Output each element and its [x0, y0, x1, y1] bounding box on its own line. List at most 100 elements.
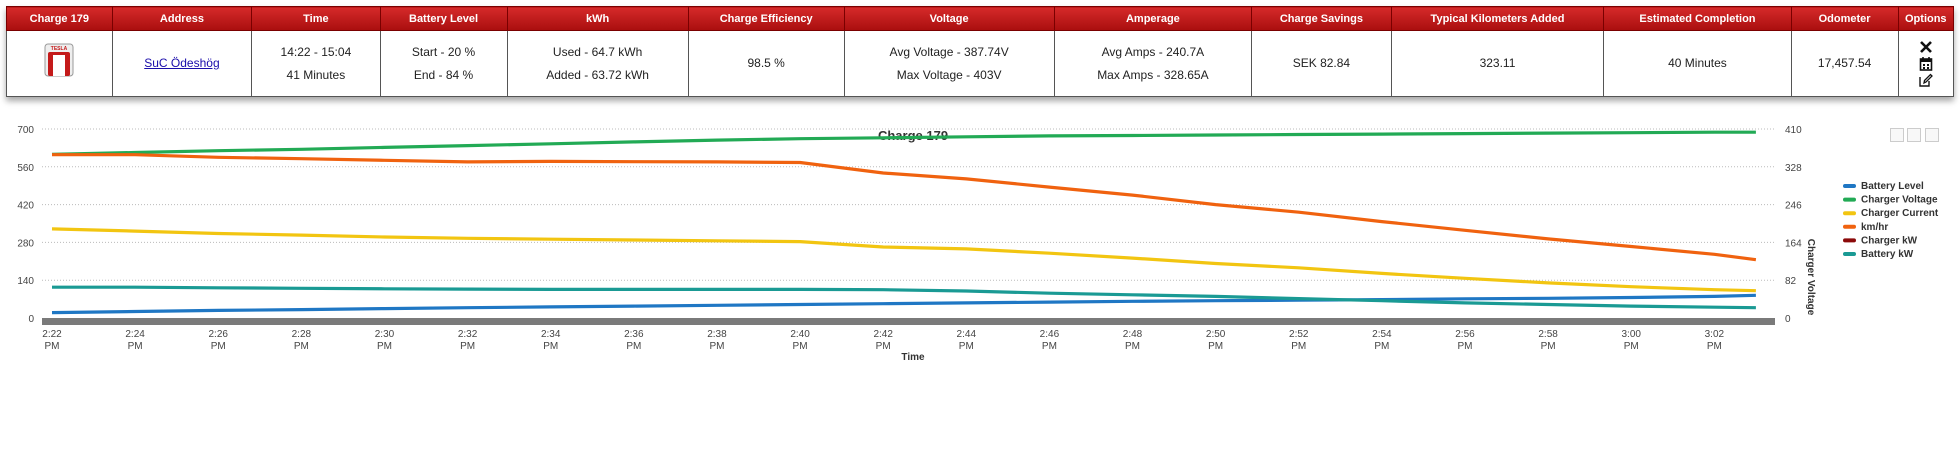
completion-value: 40 Minutes — [1603, 30, 1792, 97]
series-line-battery-level[interactable] — [51, 293, 1756, 315]
battery-start: Start - 20 % — [411, 44, 476, 59]
zoom-in-button[interactable] — [1890, 128, 1904, 142]
series-line-charger-voltage[interactable] — [51, 130, 1756, 156]
x-tick-label: 2:44 — [957, 329, 977, 340]
x-tick-label: PM — [294, 341, 309, 352]
charge-chart: Charge 179 0 140 280 420 560 700 0 82 164 246 328 4… — [0, 122, 1960, 465]
x-tick-label: 2:32 — [458, 329, 478, 340]
odometer-value: 17,457.54 — [1790, 30, 1899, 97]
address-link[interactable]: SuC Ödeshög — [144, 56, 220, 70]
tesla-logo-text: TESLA — [51, 46, 68, 52]
x-tick-label: 2:22 — [42, 329, 62, 340]
voltage-cell: Avg Voltage - 387.74V Max Voltage - 403V — [843, 30, 1055, 97]
save-image-button[interactable] — [1925, 128, 1939, 142]
left-tick-label: 140 — [17, 276, 34, 287]
chart-canvas: Charge 179 0 140 280 420 560 700 0 82 164 246 328 4… — [17, 125, 1939, 363]
column-header: Address — [111, 6, 253, 31]
x-tick-label: PM — [709, 341, 724, 352]
max-amps: Max Amps - 328.65A — [1097, 67, 1209, 82]
legend-swatch — [1843, 224, 1856, 229]
column-header: kWh — [506, 6, 689, 31]
x-tick-label: PM — [543, 341, 558, 352]
avg-voltage: Avg Voltage - 387.74V — [889, 44, 1009, 59]
table-row: TESLA SuC Ödeshög 14:22 - 15:04 41 Minute… — [6, 30, 1955, 97]
x-tick-label: PM — [460, 341, 475, 352]
x-tick-label: 2:40 — [790, 329, 810, 340]
right-tick-label: 328 — [1785, 163, 1802, 174]
x-tick-label: 2:54 — [1372, 329, 1392, 340]
max-voltage: Max Voltage - 403V — [896, 67, 1002, 82]
legend-swatch — [1843, 184, 1856, 188]
legend-swatch — [1843, 238, 1856, 243]
chart-grid — [42, 128, 1775, 281]
legend-swatch — [1843, 252, 1856, 256]
chart-series — [51, 130, 1757, 315]
efficiency-value: 98.5 % — [687, 30, 845, 97]
left-tick-label: 0 — [28, 314, 34, 325]
kwh-used: Used - 64.7 kWh — [552, 44, 643, 59]
legend-swatch — [1843, 211, 1856, 216]
left-tick-label: 700 — [17, 125, 34, 136]
battery-cell: Start - 20 % End - 84 % — [379, 30, 508, 97]
x-tick-label: PM — [377, 341, 392, 352]
column-header: Charge Savings — [1251, 6, 1392, 31]
km-added-value: 323.11 — [1390, 30, 1605, 97]
column-header: Time — [251, 6, 381, 31]
right-tick-label: 410 — [1785, 125, 1802, 136]
x-tick-label: 2:34 — [541, 329, 561, 340]
column-header: Charge Efficiency — [687, 6, 845, 31]
x-tick-label: PM — [211, 341, 226, 352]
left-tick-label: 420 — [17, 201, 34, 212]
calendar-icon[interactable] — [1919, 56, 1933, 71]
x-tick-label: 2:36 — [624, 329, 644, 340]
right-tick-label: 82 — [1785, 276, 1797, 287]
x-tick-label: 2:48 — [1123, 329, 1143, 340]
left-tick-label: 280 — [17, 238, 34, 249]
charge-duration: 41 Minutes — [286, 67, 346, 82]
x-tick-label: PM — [45, 341, 60, 352]
x-tick-label: 2:30 — [375, 329, 395, 340]
x-tick-label: PM — [1374, 341, 1389, 352]
address-cell: SuC Ödeshög — [111, 30, 253, 97]
close-icon[interactable] — [1919, 40, 1933, 54]
reset-zoom-button[interactable] — [1907, 128, 1921, 142]
left-tick-label: 560 — [17, 163, 34, 174]
right-tick-label: 164 — [1785, 238, 1802, 249]
legend-item[interactable]: km/hr — [1861, 222, 1888, 233]
right-tick-label: 246 — [1785, 201, 1802, 212]
legend-item[interactable]: Charger kW — [1861, 235, 1918, 246]
x-tick-label: 2:56 — [1455, 329, 1475, 340]
x-tick-label: 2:52 — [1289, 329, 1309, 340]
series-line-battery-kw[interactable] — [52, 285, 1756, 310]
legend-item[interactable]: Battery kW — [1861, 249, 1914, 260]
legend-item[interactable]: Charger Current — [1861, 208, 1939, 219]
chart-title: Charge 179 — [878, 128, 948, 143]
battery-end: End - 84 % — [413, 67, 474, 82]
column-header: Options — [1897, 6, 1955, 31]
x-tick-label: PM — [1125, 341, 1140, 352]
x-tick-label: 3:00 — [1621, 329, 1641, 340]
range-bar[interactable] — [42, 318, 1775, 325]
right-tick-label: 0 — [1785, 314, 1791, 325]
series-line-km-hr[interactable] — [52, 153, 1757, 262]
x-tick-label: 2:58 — [1538, 329, 1558, 340]
x-tick-label: PM — [1208, 341, 1223, 352]
legend-swatch — [1843, 197, 1856, 202]
time-cell: 14:22 - 15:04 41 Minutes — [251, 30, 381, 97]
x-tick-label: 2:24 — [125, 329, 145, 340]
legend-item[interactable]: Charger Voltage — [1861, 195, 1938, 206]
x-tick-label: PM — [626, 341, 641, 352]
x-tick-label: PM — [793, 341, 808, 352]
edit-icon[interactable] — [1918, 73, 1934, 88]
avg-amps: Avg Amps - 240.7A — [1101, 44, 1205, 59]
options-cell — [1897, 30, 1955, 97]
x-tick-label: PM — [1291, 341, 1306, 352]
column-header: Estimated Completion — [1603, 6, 1792, 31]
column-header: Typical Kilometers Added — [1390, 6, 1605, 31]
series-line-charger-current[interactable] — [51, 227, 1756, 293]
amperage-cell: Avg Amps - 240.7A Max Amps - 328.65A — [1053, 30, 1253, 97]
x-tick-label: 3:02 — [1705, 329, 1725, 340]
supercharger-icon: TESLA — [44, 43, 74, 76]
legend-item[interactable]: Battery Level — [1861, 181, 1924, 192]
charge-summary-table: Charge 179 Address Time Battery Level kWh Cha… — [6, 6, 1955, 97]
